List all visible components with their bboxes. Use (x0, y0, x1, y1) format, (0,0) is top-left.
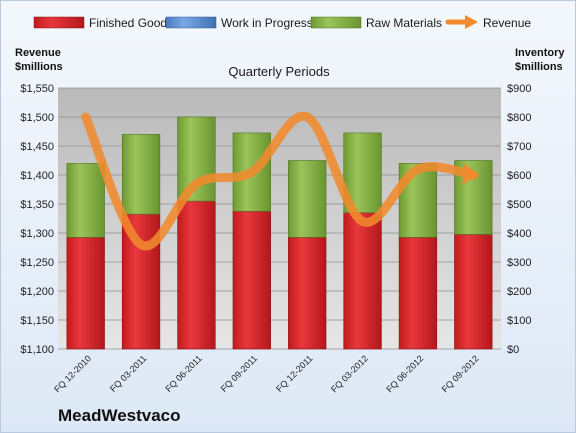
legend-label-raw-materials: Raw Materials (366, 16, 442, 30)
right-tick-label: $400 (507, 228, 531, 240)
revenue-arrowhead (462, 163, 480, 185)
right-tick-label: $700 (507, 141, 531, 153)
left-tick-label: $1,250 (20, 257, 54, 269)
bar-raw-materials (121, 134, 161, 215)
bar-finished-goods (288, 237, 327, 350)
x-axis-ticks: FQ 12-2010 FQ 03-2011 FQ 06-2011 FQ 09-2011… (52, 353, 481, 394)
left-axis-title-line1: Revenue (15, 47, 61, 59)
bar-finished-goods (232, 210, 271, 350)
right-axis-ticks: $0 $100 $200 $300 $400 $500 $600 $700 $800 $900 (507, 83, 531, 356)
left-axis-title-line2: $millions (15, 61, 63, 73)
left-tick-label: $1,400 (20, 170, 54, 182)
left-tick-label: $1,150 (20, 315, 54, 327)
bar-finished-goods (177, 200, 216, 350)
legend-label-finished-goods: Finished Goods (89, 16, 173, 30)
bar-raw-materials (66, 163, 105, 238)
left-tick-label: $1,550 (20, 83, 54, 95)
legend-label-work-in-progress: Work in Progress (221, 16, 313, 30)
right-tick-label: $900 (507, 83, 531, 95)
company-name: MeadWestvaco (58, 406, 181, 425)
right-tick-label: $0 (507, 344, 519, 356)
legend-swatch-work-in-progress (165, 16, 217, 29)
legend-swatch-raw-materials (310, 16, 362, 29)
legend-swatch-revenue-arrow (465, 15, 478, 29)
bar-raw-materials (398, 163, 438, 238)
legend-swatch-finished-goods (33, 16, 85, 29)
left-tick-label: $1,200 (20, 286, 54, 298)
right-axis-title-line2: $millions (515, 61, 563, 73)
bar-finished-goods (343, 212, 382, 350)
revenue-line (81, 111, 478, 251)
x-tick-label: FQ 03-2011 (108, 353, 149, 394)
right-tick-label: $100 (507, 315, 531, 327)
right-tick-label: $500 (507, 199, 531, 211)
right-tick-label: $600 (507, 170, 531, 182)
left-tick-label: $1,350 (20, 199, 54, 211)
revenue-line-group (81, 111, 480, 251)
bar-finished-goods (66, 237, 105, 350)
x-tick-label: FQ 12-2010 (52, 353, 93, 394)
right-tick-label: $200 (507, 286, 531, 298)
legend: Finished Goods Work in Progress Raw Mate… (33, 15, 531, 30)
left-tick-label: $1,450 (20, 141, 54, 153)
x-tick-label: FQ 09-2012 (440, 353, 481, 394)
x-tick-label: FQ 09-2011 (219, 353, 260, 394)
right-axis-title-line1: Inventory (515, 47, 565, 59)
left-axis-ticks: $1,100 $1,150 $1,200 $1,250 $1,300 $1,350 $1,4… (20, 83, 54, 356)
left-tick-label: $1,500 (20, 112, 54, 124)
legend-label-revenue: Revenue (483, 16, 531, 30)
left-tick-label: $1,100 (20, 344, 54, 356)
chart-subtitle: Quarterly Periods (228, 64, 330, 79)
x-tick-label: FQ 06-2012 (384, 353, 425, 394)
right-tick-label: $300 (507, 257, 531, 269)
left-tick-label: $1,300 (20, 228, 54, 240)
bar-finished-goods (398, 237, 438, 350)
bar-finished-goods (454, 234, 493, 350)
x-tick-label: FQ 12-2011 (274, 353, 315, 394)
bar-raw-materials (288, 160, 327, 238)
x-tick-label: FQ 03-2012 (329, 353, 370, 394)
x-tick-label: FQ 06-2011 (163, 353, 204, 394)
right-tick-label: $800 (507, 112, 531, 124)
